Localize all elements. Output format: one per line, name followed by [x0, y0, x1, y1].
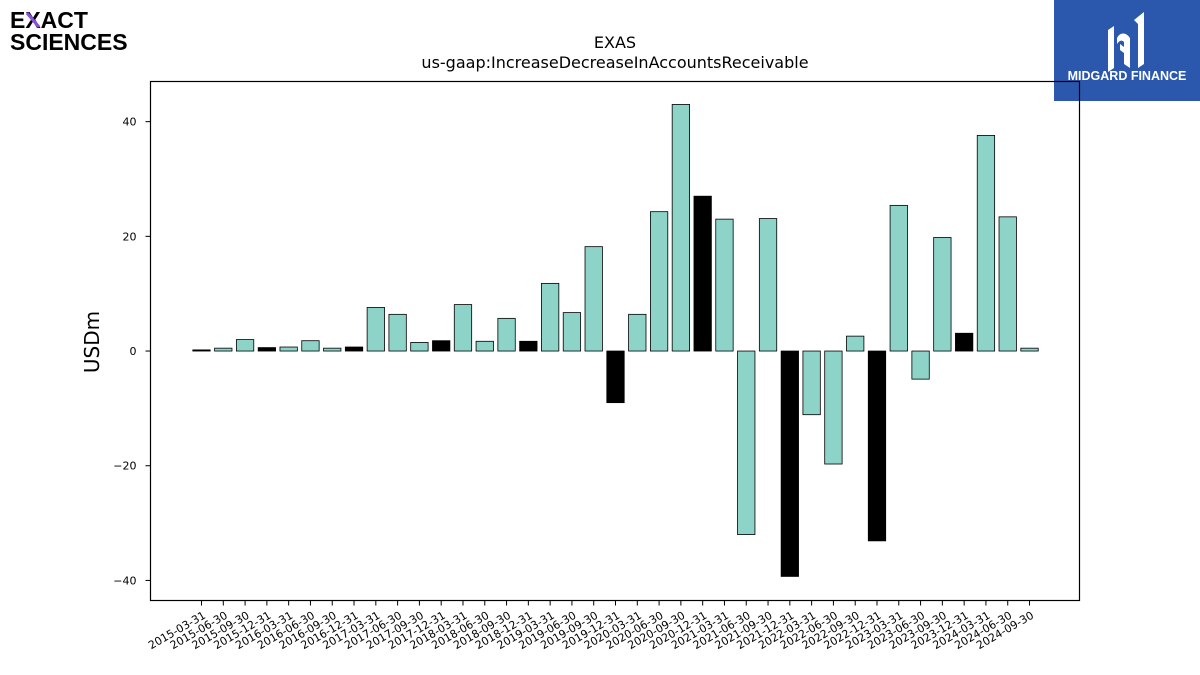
bar-2023-09-30 [933, 237, 952, 352]
logo-line2: SCIENCES [10, 29, 128, 54]
bar-2016-12-31 [344, 346, 364, 352]
bar-2015-09-30 [235, 339, 255, 352]
bar-2019-09-30 [584, 246, 603, 352]
midgard-finance-logo-mark: MIDGARD FINANCE [1068, 12, 1187, 83]
bar-2021-03-31 [715, 218, 734, 352]
bar-2021-12-31 [780, 350, 799, 577]
bar-2022-12-31 [867, 350, 887, 542]
y-tick-label: 20 [123, 230, 137, 243]
bar-2016-03-31 [279, 346, 298, 352]
bar-2021-09-30 [758, 218, 778, 352]
bar-2020-03-31 [628, 313, 647, 352]
y-axis-label: USDm [80, 311, 104, 373]
bar-2021-06-30 [737, 350, 756, 535]
bar-2023-06-30 [911, 350, 930, 380]
bar-2020-06-30 [649, 211, 669, 352]
bar-2017-06-30 [388, 313, 407, 352]
bar-2016-09-30 [323, 347, 342, 352]
y-axis-ticks: −40 −20 0 20 40 [113, 116, 151, 587]
bar-2018-03-31 [453, 304, 473, 352]
bar-2024-06-30 [998, 216, 1017, 352]
bar-2015-06-30 [214, 347, 233, 352]
y-tick-label: −20 [113, 460, 136, 473]
plot-frame [149, 80, 1081, 602]
bar-2022-03-31 [802, 350, 821, 416]
bar-2018-12-31 [519, 340, 538, 352]
bar-2018-06-30 [475, 340, 494, 352]
midgard-finance-logo: MIDGARD FINANCE [1054, 0, 1200, 101]
y-tick-label: 0 [130, 345, 137, 358]
exact-sciences-logo-mark: EXACT SCIENCES [10, 7, 128, 55]
logo-accent-stroke [25, 12, 41, 28]
bar-2016-06-30 [301, 340, 320, 352]
bar-2019-03-31 [541, 282, 560, 352]
bar-2018-09-30 [497, 317, 516, 352]
bar-2017-09-30 [410, 342, 429, 352]
midgard-emblem-icon [1108, 12, 1144, 72]
bar-2019-06-30 [562, 312, 582, 352]
bar-2019-12-31 [606, 350, 625, 404]
bar-2015-03-31 [192, 349, 211, 352]
bar-2024-03-31 [976, 135, 996, 352]
bar-2020-09-30 [671, 104, 690, 352]
chart-subtitle: us-gaap:IncreaseDecreaseInAccountsReceiv… [421, 53, 808, 72]
exact-sciences-logo: EXACT SCIENCES [10, 7, 135, 55]
bar-series [192, 104, 1039, 577]
bar-2017-12-31 [432, 340, 451, 352]
midgard-logo-text: MIDGARD FINANCE [1068, 69, 1187, 83]
bar-2023-12-31 [955, 332, 974, 352]
bar-2024-09-30 [1020, 347, 1039, 352]
bar-2022-09-30 [846, 335, 865, 352]
bar-2017-03-31 [366, 307, 385, 352]
y-tick-label: −40 [113, 574, 136, 587]
bar-2023-03-31 [889, 204, 908, 352]
logo-line1: EXACT [10, 8, 88, 33]
x-axis-ticks: 2015-03-312015-06-302015-09-302015-12-31… [146, 600, 1036, 652]
bar-2022-06-30 [824, 350, 843, 465]
y-tick-label: 40 [123, 116, 137, 129]
bar-2015-12-31 [257, 347, 276, 352]
bar-2020-12-31 [693, 195, 712, 352]
chart-title: EXAS [594, 33, 636, 52]
